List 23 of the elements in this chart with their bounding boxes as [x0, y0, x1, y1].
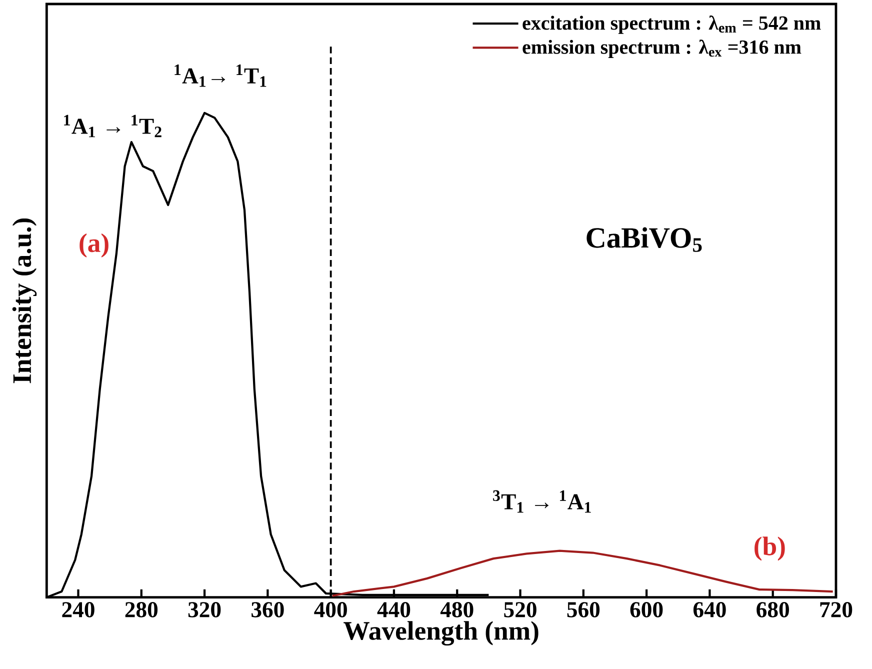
annotation: $^{1}$A$_{1}$ → $^{1}$T$_{2}$ — [64, 114, 162, 138]
x-tick-label: 320 — [188, 602, 221, 618]
x-axis-title: Wavelength (nm) — [344, 620, 538, 646]
x-tick-label: 600 — [630, 602, 663, 618]
x-tick-label: 360 — [252, 602, 284, 618]
x-tick-label: 560 — [567, 602, 600, 618]
y-axis-title: Intensity (a.u.) — [12, 218, 37, 383]
x-tick-label: 720 — [820, 602, 852, 618]
annotation: $^{1}$A$_{1}$→ $^{1}$T$_{1}$ — [174, 64, 266, 87]
legend-label: excitation spectrum : λ$_{em}$ = 542 nm — [522, 15, 821, 34]
annotation: (b) — [754, 536, 785, 561]
legend-label: emission spectrum : λ$_{ex}$ =316 nm — [522, 39, 802, 58]
annotation: (a) — [80, 233, 108, 258]
x-tick-label: 680 — [756, 602, 789, 618]
x-tick-label: 480 — [440, 602, 474, 618]
annotation: $^{3}$T$_{1}$ → $^{1}$A$_{1}$ — [493, 490, 591, 512]
x-tick-label: 440 — [377, 602, 410, 618]
x-tick-label: 640 — [693, 602, 726, 618]
x-tick-label: 240 — [62, 602, 94, 618]
annotation: CaBiVO$_{5}$ — [586, 227, 702, 252]
x-tick-label: 520 — [504, 602, 536, 618]
x-tick-label: 400 — [314, 602, 347, 618]
x-tick-label: 280 — [125, 602, 158, 618]
